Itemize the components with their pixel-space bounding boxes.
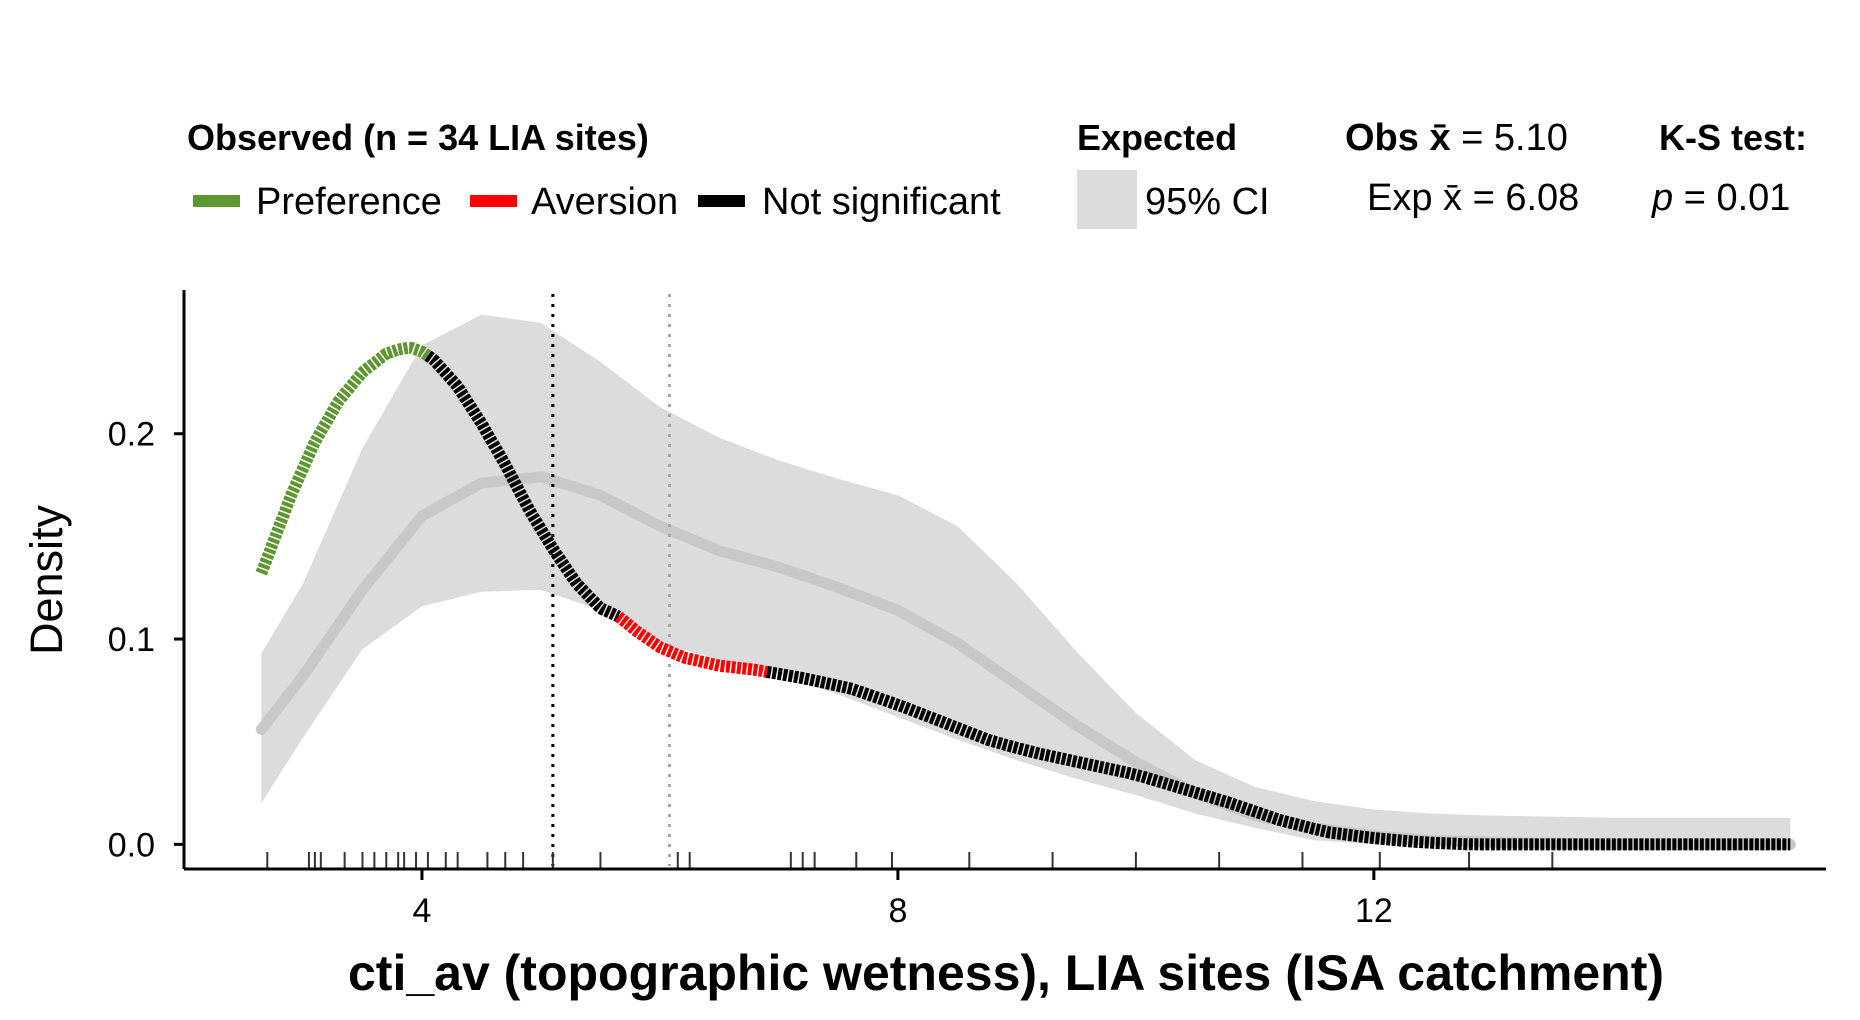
plot-panel: 0.0 0.1 0.2 4 8 12 Density cti_av (topograph… [21, 290, 1826, 1001]
legend-ci-swatch [1077, 170, 1137, 229]
ks-test-p-value: = 0.01 [1673, 177, 1790, 219]
obs-mean-label: Obs x̄ = 5.10 [1345, 117, 1568, 159]
y-axis: 0.0 0.1 0.2 [108, 416, 184, 864]
legend-item-aversion: Aversion [470, 181, 678, 223]
legend-observed-title: Observed (n = 34 LIA sites) [187, 117, 649, 158]
rug-marks [266, 852, 1554, 868]
ks-test-p: p = 0.01 [1651, 177, 1790, 219]
ks-test-title: K-S test: [1659, 117, 1807, 158]
legend-label-not-significant: Not significant [762, 181, 1001, 223]
legend-ci-label: 95% CI [1145, 181, 1270, 223]
legend: Observed (n = 34 LIA sites) Preference A… [187, 117, 1807, 229]
x-axis-label: cti_av (topographic wetness), LIA sites … [348, 945, 1664, 1001]
ks-test-p-symbol: p [1651, 177, 1673, 219]
y-tick-label: 0.2 [108, 416, 155, 454]
x-tick-label: 12 [1355, 892, 1393, 930]
legend-label-aversion: Aversion [531, 181, 678, 223]
exp-mean-label: Exp x̄ = 6.08 [1367, 177, 1579, 219]
observed-segment-not-significant [765, 665, 1791, 851]
y-tick-label: 0.0 [108, 826, 155, 864]
y-tick-label: 0.1 [108, 621, 155, 659]
observed-segment-aversion [614, 611, 771, 678]
obs-mean-value: = 5.10 [1451, 117, 1568, 159]
observed-segment-preference [255, 341, 432, 576]
legend-expected-title: Expected [1077, 117, 1237, 158]
legend-label-preference: Preference [256, 181, 442, 223]
y-axis-label: Density [21, 504, 72, 655]
observed-density [255, 341, 1791, 851]
expected-ci-band [261, 314, 1791, 845]
x-axis: 4 8 12 [413, 869, 1393, 930]
x-tick-label: 8 [888, 892, 907, 930]
obs-mean-symbol: Obs x̄ [1345, 117, 1451, 159]
x-tick-label: 4 [413, 892, 432, 930]
observed-segment-not-significant [424, 350, 622, 622]
legend-item-preference: Preference [193, 181, 442, 223]
legend-item-not-significant: Not significant [698, 181, 1001, 223]
